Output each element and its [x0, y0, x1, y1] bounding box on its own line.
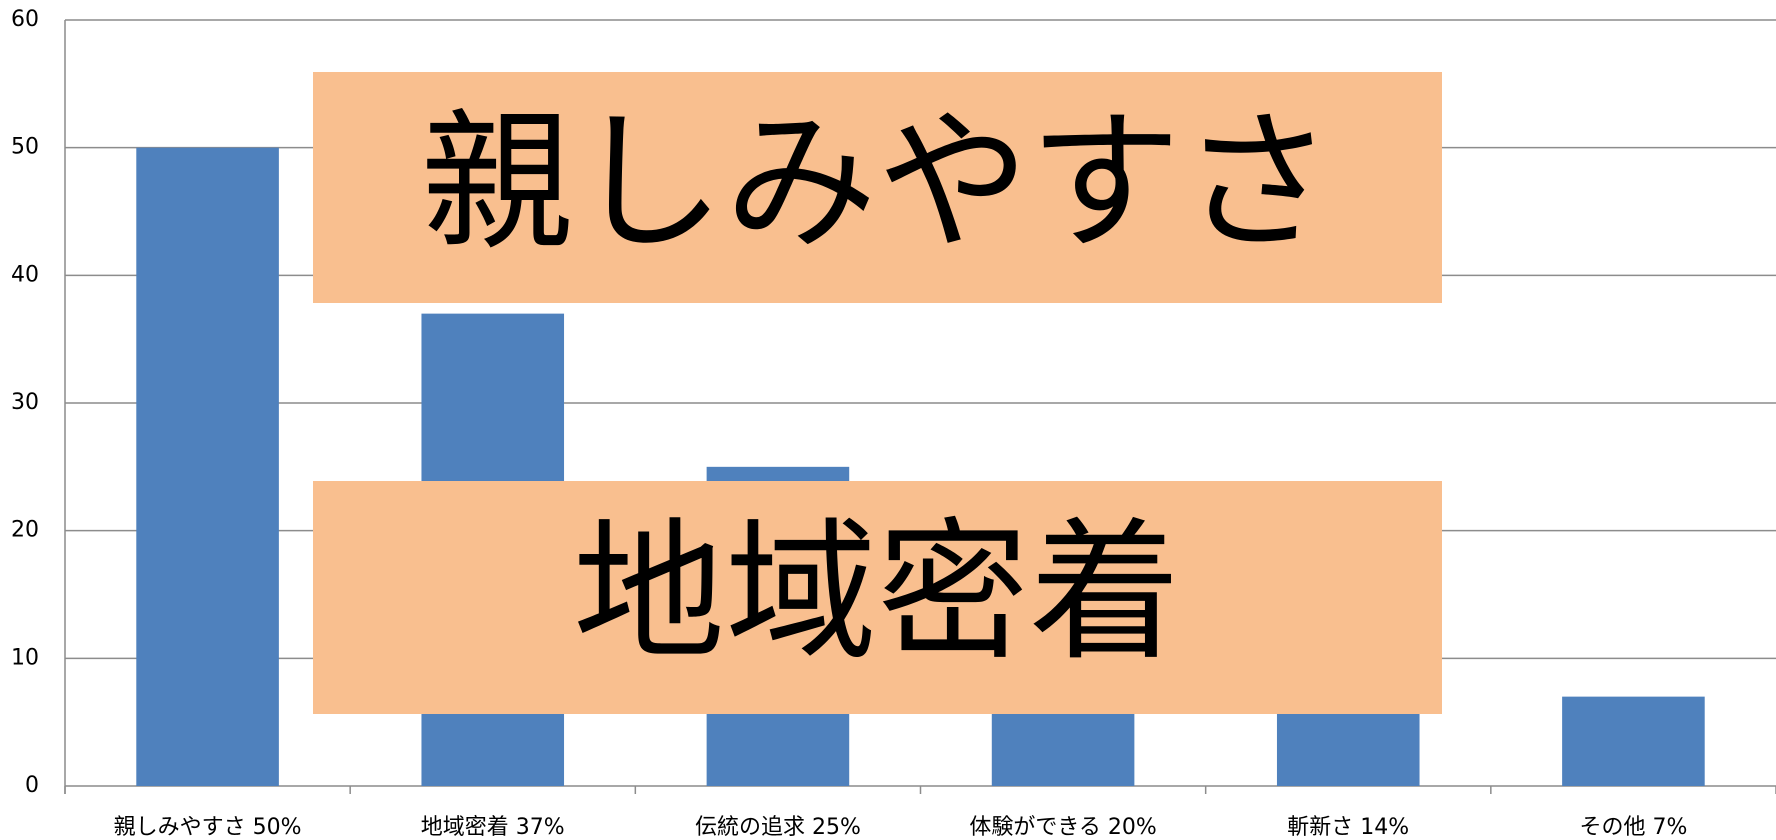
y-tick-label: 10 [11, 645, 39, 670]
y-tick-label: 50 [11, 135, 39, 160]
y-tick-label: 20 [11, 518, 39, 543]
annotation: 地域密着 [573, 504, 1181, 681]
x-tick-label: 地域密着 37% [421, 815, 565, 840]
y-tick-label: 40 [11, 262, 39, 287]
bar [136, 147, 279, 786]
annotation: 親しみやすさ [421, 94, 1333, 271]
x-tick-label: 斬新さ 14% [1287, 815, 1409, 840]
annotation-box [313, 481, 1442, 714]
annotation-box [313, 72, 1442, 303]
x-tick-label: 伝統の追求 25% [695, 815, 861, 840]
y-tick-label: 60 [11, 7, 39, 32]
y-tick-label: 30 [11, 390, 39, 415]
x-tick-label: 親しみやすさ 50% [114, 815, 302, 840]
bar [1562, 696, 1705, 786]
x-tick-label: その他 7% [1579, 815, 1687, 840]
x-tick-label: 体験ができる 20% [969, 815, 1156, 840]
y-tick-label: 0 [25, 773, 39, 798]
